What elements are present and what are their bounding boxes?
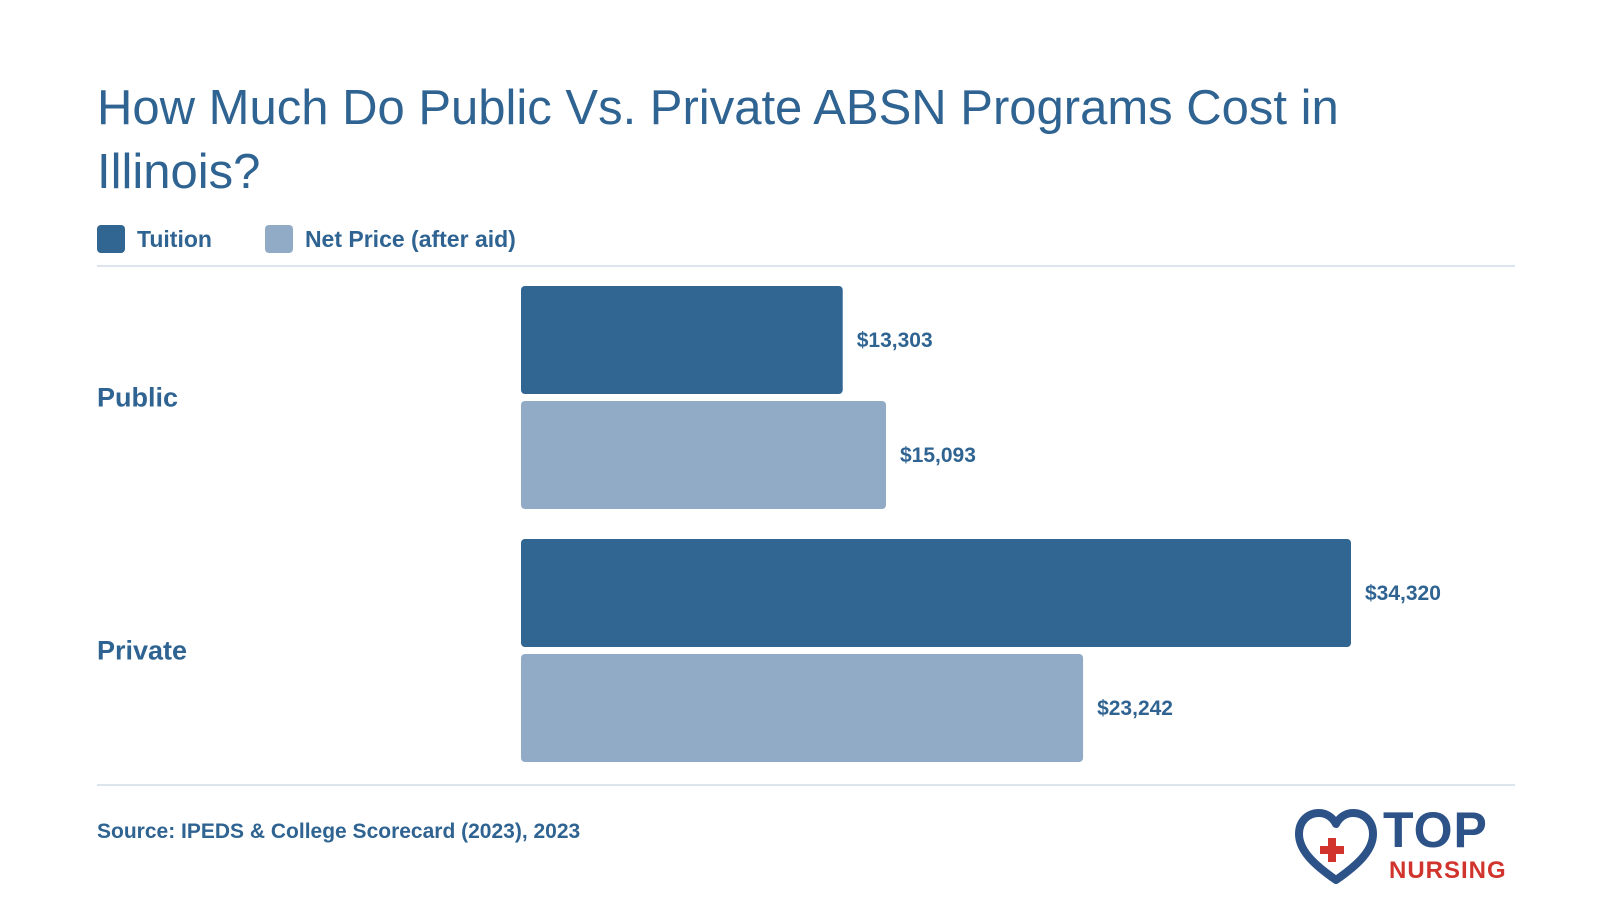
category-label-private: Private bbox=[97, 636, 187, 666]
category-label-public: Public bbox=[97, 383, 178, 413]
top-divider bbox=[97, 265, 1515, 267]
logo-text-top: TOP bbox=[1383, 802, 1488, 858]
bar-private-net-price bbox=[521, 654, 1084, 762]
bar-private-tuition bbox=[521, 539, 1351, 647]
top-nursing-logo: TOP NURSING bbox=[1295, 804, 1520, 893]
legend-item-net-price: Net Price (after aid) bbox=[264, 225, 516, 253]
heart-cross-icon bbox=[1295, 809, 1377, 884]
data-label-private-tuition: $34,320 bbox=[1365, 582, 1441, 605]
legend-label-net-price: Net Price (after aid) bbox=[304, 225, 516, 252]
legend-label-tuition: Tuition bbox=[137, 225, 212, 252]
legend-swatch-net-price bbox=[264, 225, 293, 253]
data-label-public-net-price: $15,093 bbox=[900, 444, 976, 467]
data-label-private-net-price: $23,242 bbox=[1097, 697, 1173, 720]
bar-public-tuition bbox=[521, 286, 843, 394]
legend-item-tuition: Tuition bbox=[97, 225, 212, 253]
legend-swatch-tuition bbox=[97, 225, 125, 253]
bar-public-net-price bbox=[521, 401, 887, 509]
bottom-divider bbox=[97, 784, 1515, 786]
logo-text-nursing: NURSING bbox=[1389, 857, 1507, 884]
source-note: Source: IPEDS & College Scorecard (2023)… bbox=[97, 820, 581, 843]
data-label-public-tuition: $13,303 bbox=[857, 329, 933, 352]
chart-title: How Much Do Public Vs. Private ABSN Prog… bbox=[97, 81, 1339, 199]
legend: Tuition Net Price (after aid) bbox=[97, 225, 569, 253]
